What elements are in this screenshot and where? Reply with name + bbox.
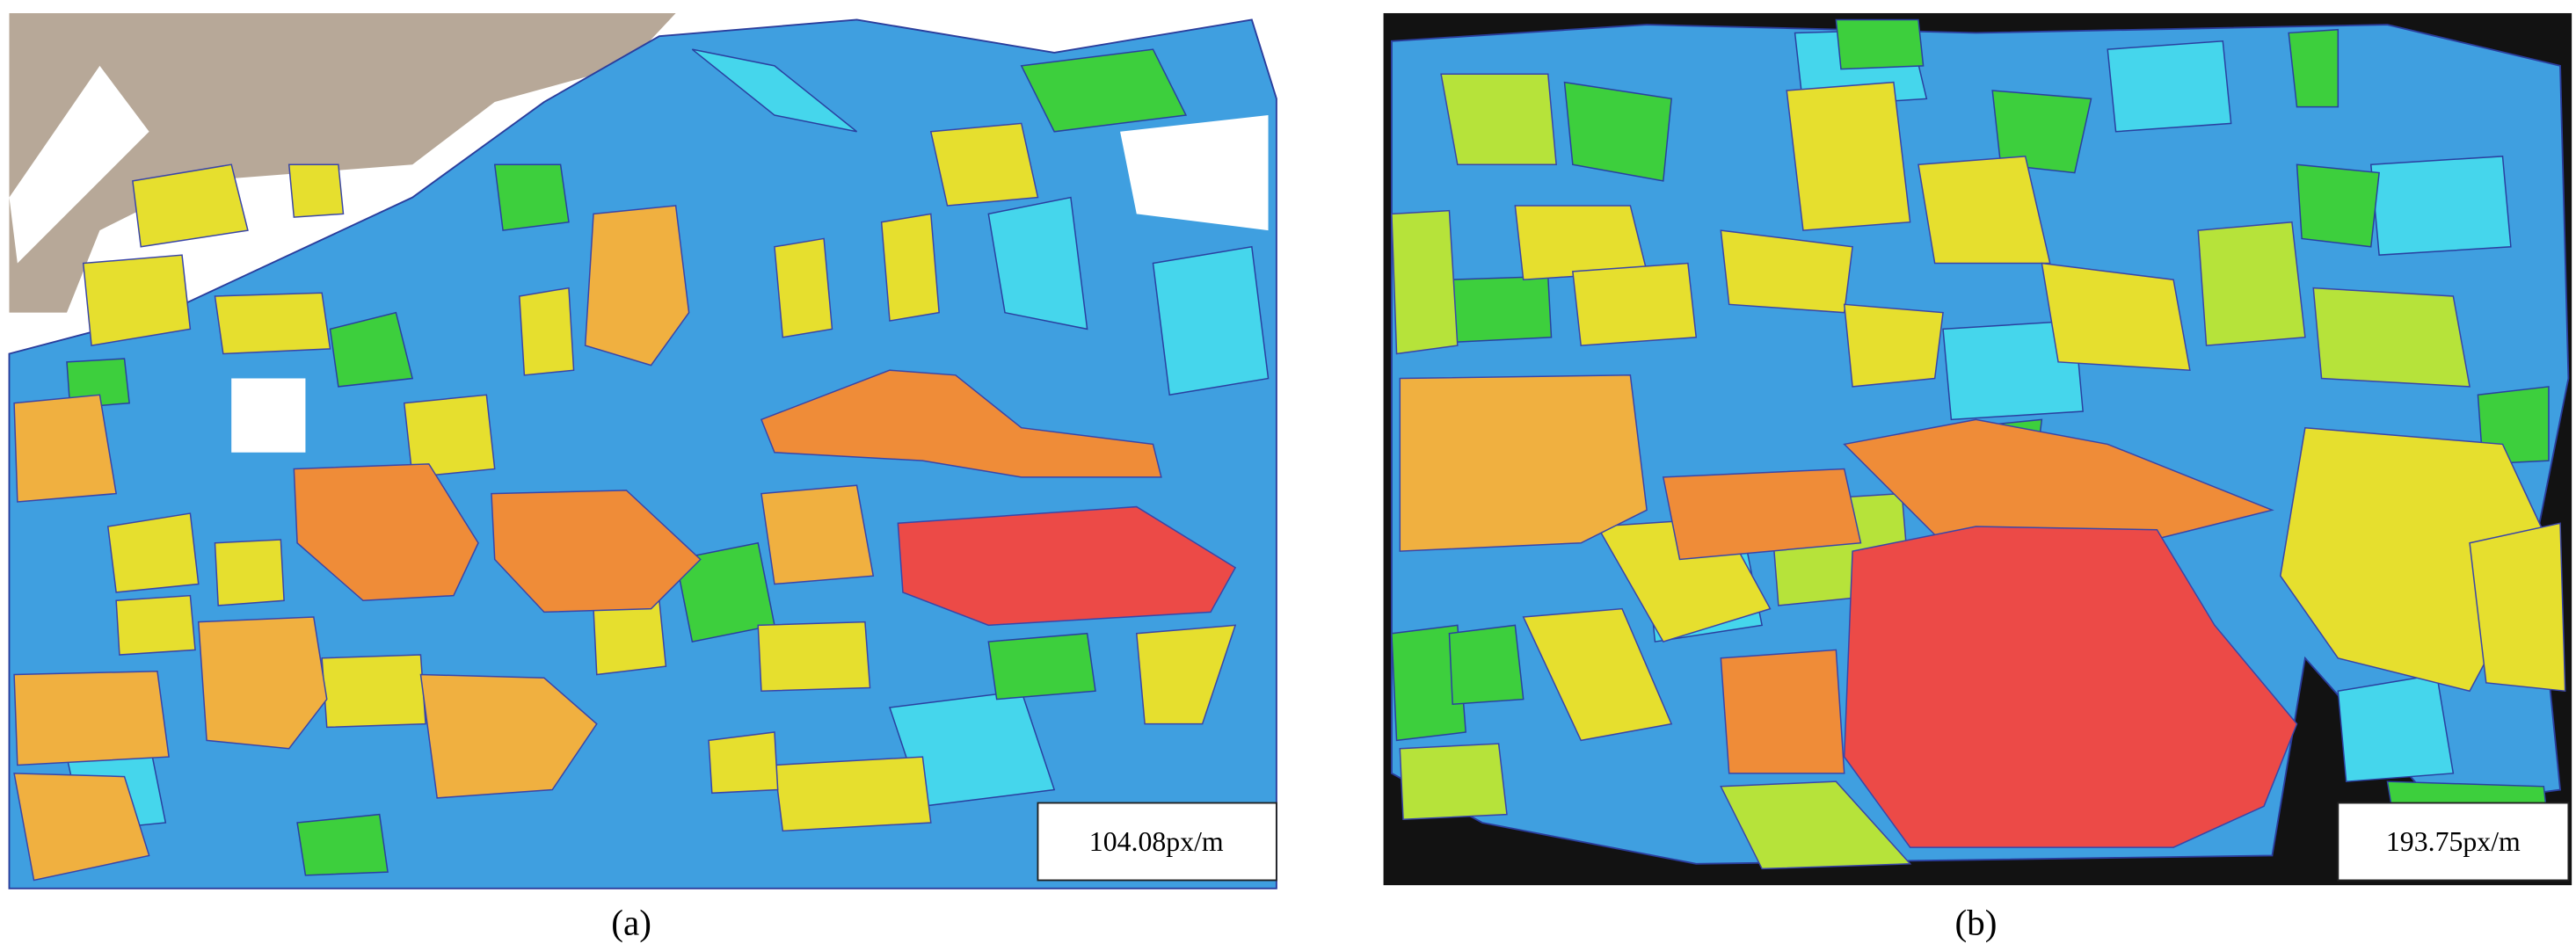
fragment — [2296, 163, 2380, 248]
fragment — [1843, 526, 2298, 848]
rock-photo — [9, 12, 676, 313]
scale-label: 104.08px/m — [1089, 826, 1224, 857]
panel-a-image — [8, 12, 1277, 889]
panel-b-image — [1383, 12, 2572, 886]
fragment — [1399, 743, 1508, 821]
fragment — [2197, 221, 2306, 346]
fragment — [293, 463, 479, 602]
fragment — [1020, 48, 1188, 133]
scale-box-frame — [2337, 802, 2570, 882]
fragment — [419, 673, 598, 799]
fragment — [897, 505, 1237, 627]
fragment — [1391, 624, 1466, 742]
fragment — [987, 632, 1096, 701]
fragment — [115, 594, 196, 656]
fragment — [518, 287, 575, 376]
scale-label: 193.75px/m — [2386, 826, 2521, 857]
fragment — [13, 394, 118, 503]
scale-box: 104.08px/m — [1037, 802, 1277, 882]
fragment — [691, 48, 858, 133]
fragment — [760, 369, 1162, 478]
fragment — [1720, 229, 1853, 314]
fragment — [13, 773, 150, 882]
fragment — [1391, 209, 1459, 355]
fragment — [2369, 156, 2512, 256]
scale-box-frame — [1037, 802, 1277, 882]
scale-box: 193.75px/m — [2337, 802, 2570, 882]
fragment — [1440, 73, 1557, 165]
fragment — [214, 539, 285, 606]
fragment — [106, 512, 200, 593]
fragment — [1399, 374, 1648, 552]
fragment — [1152, 245, 1270, 396]
fragment — [493, 163, 570, 231]
fragment — [1917, 156, 2051, 265]
fragment — [584, 205, 690, 367]
fragment — [760, 484, 875, 585]
fragment — [491, 490, 702, 613]
fragment — [774, 237, 833, 338]
fragment — [2288, 28, 2340, 108]
fragment — [1522, 607, 1673, 742]
fragment — [66, 358, 130, 410]
fragment — [82, 254, 192, 346]
fragment — [1448, 275, 1553, 344]
fragment — [1448, 624, 1524, 706]
background — [1120, 115, 1269, 231]
background — [231, 378, 306, 453]
fragment — [132, 163, 249, 248]
fragment — [2469, 522, 2566, 693]
fragment — [987, 196, 1088, 330]
fragment — [1843, 303, 1944, 388]
fragment — [757, 621, 871, 692]
fragment — [929, 122, 1039, 207]
fragment — [1720, 780, 1912, 870]
fragment — [329, 311, 414, 388]
fragment — [1135, 624, 1237, 725]
fragment — [2312, 287, 2470, 388]
fragment — [287, 163, 345, 218]
fragment — [1572, 262, 1698, 346]
panel-caption: (a) — [611, 902, 651, 943]
fragment — [214, 292, 331, 355]
fragment — [403, 394, 496, 478]
panel-caption: (b) — [1954, 902, 1997, 943]
fragment — [197, 616, 328, 750]
fragment — [13, 671, 170, 766]
fragment — [1563, 81, 1672, 182]
fragment — [2041, 262, 2191, 372]
fragment — [708, 731, 779, 795]
fragment — [593, 599, 667, 676]
fragment — [1991, 90, 2092, 174]
background — [9, 65, 149, 264]
fragment — [1662, 468, 1862, 561]
fragment — [2337, 673, 2455, 782]
fragment — [1786, 81, 1911, 231]
fragment — [321, 654, 426, 729]
fragment — [1835, 18, 1925, 70]
fragment — [880, 213, 940, 322]
fragment — [1720, 649, 1845, 774]
fragment — [1942, 320, 2084, 421]
fragment — [2107, 40, 2232, 133]
fragment — [774, 756, 932, 832]
fragment — [296, 813, 389, 876]
